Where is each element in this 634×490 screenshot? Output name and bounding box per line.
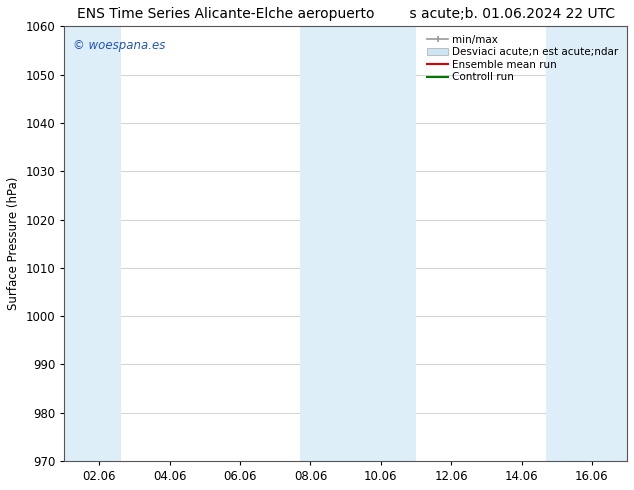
Title: ENS Time Series Alicante-Elche aeropuerto        s acute;b. 01.06.2024 22 UTC: ENS Time Series Alicante-Elche aeropuert… xyxy=(77,7,615,21)
Bar xyxy=(64,26,120,461)
Bar xyxy=(300,26,416,461)
Y-axis label: Surface Pressure (hPa): Surface Pressure (hPa) xyxy=(7,177,20,310)
Legend: min/max, Desviaci acute;n est acute;ndar, Ensemble mean run, Controll run: min/max, Desviaci acute;n est acute;ndar… xyxy=(424,31,622,86)
Bar xyxy=(546,26,627,461)
Text: © woespana.es: © woespana.es xyxy=(73,39,165,52)
